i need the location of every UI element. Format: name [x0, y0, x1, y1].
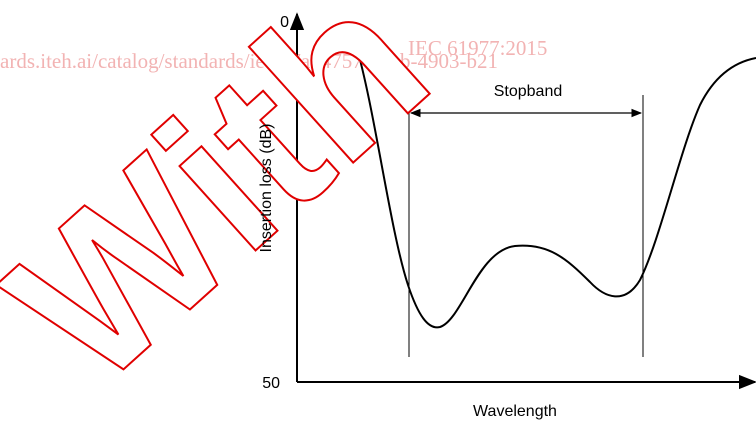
- y-axis-label: Insertion loss (dB): [258, 124, 275, 253]
- band-label: Stopband: [494, 83, 563, 100]
- y-bottom-label: 50: [262, 375, 280, 392]
- diagram: IEC 61977:2015 ards.iteh.ai/catalog/stan…: [0, 0, 756, 423]
- y-top-label: 0: [280, 14, 289, 31]
- x-axis-label: Wavelength: [473, 403, 557, 420]
- page: {"watermark": {"standard": "IEC 61977:20…: [0, 0, 756, 423]
